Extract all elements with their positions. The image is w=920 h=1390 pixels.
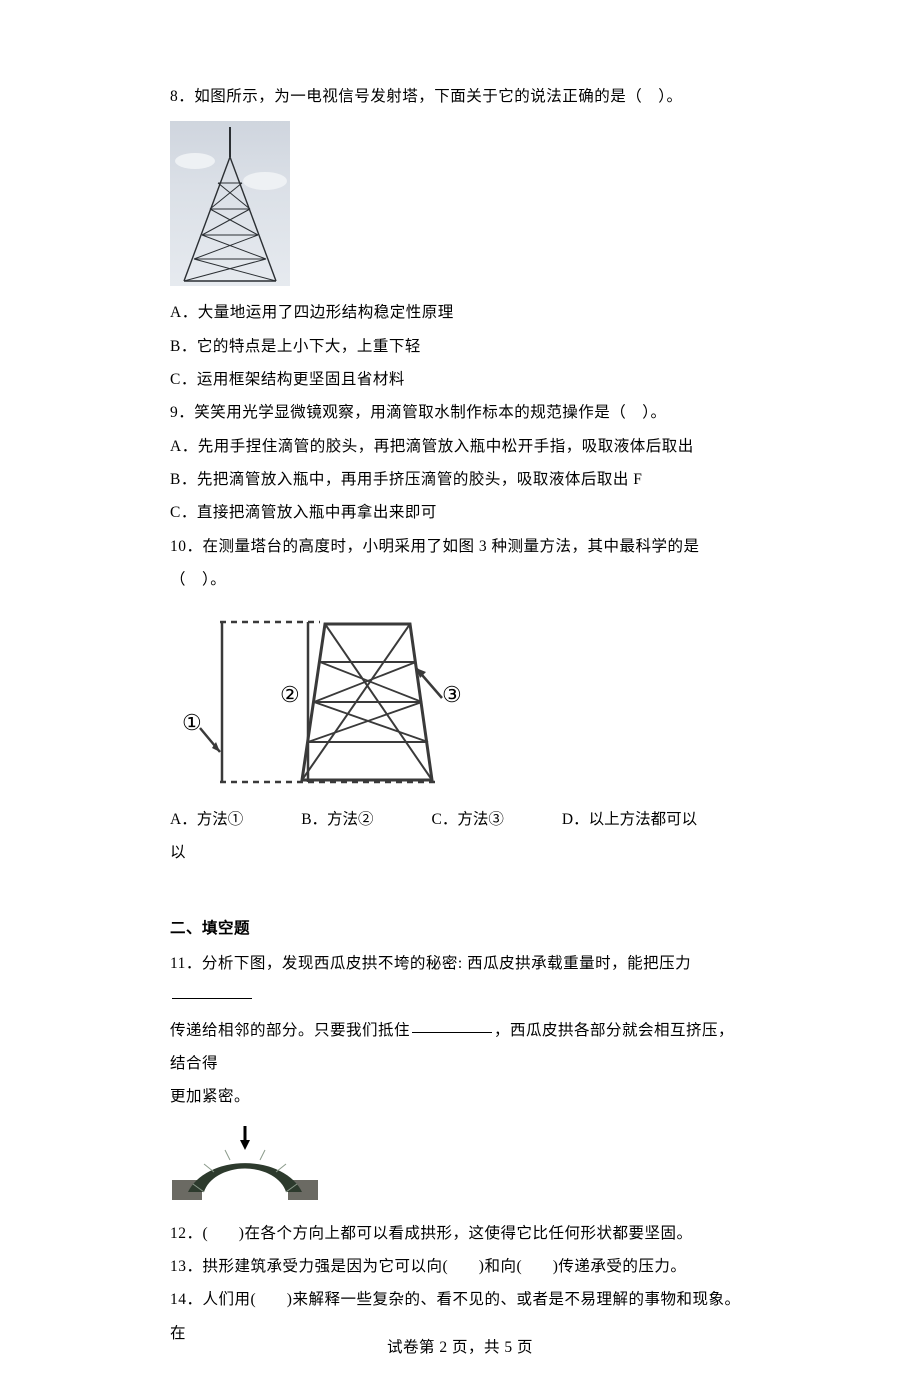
q8-option-c: C．运用框架结构更坚固且省材料: [170, 363, 750, 396]
q13-p2: )和向(: [479, 1258, 522, 1275]
section-2-title: 二、填空题: [170, 912, 750, 945]
svg-text:①: ①: [182, 710, 202, 735]
q12-after: )在各个方向上都可以看成拱形，这使得它比任何形状都要坚固。: [239, 1225, 693, 1242]
q9-option-b: B．先把滴管放入瓶中，再用手挤压滴管的胶头，吸取液体后取出 F: [170, 463, 750, 496]
q12-before: 12．(: [170, 1225, 208, 1242]
q13: 13．拱形建筑承受力强是因为它可以向( )和向( )传递承受的压力。: [170, 1250, 750, 1283]
q10-option-b: B．方法②: [301, 803, 373, 836]
q11-line1-text: 11．分析下图，发现西瓜皮拱不垮的秘密: 西瓜皮拱承载重量时，能把压力: [170, 955, 691, 972]
q9-option-a: A．先用手捏住滴管的胶头，再把滴管放入瓶中松开手指，吸取液体后取出: [170, 430, 750, 463]
fill-blank[interactable]: [412, 1017, 492, 1033]
q11-arch-image: [170, 1122, 320, 1207]
q10-option-d: D．以上方法都可以: [562, 803, 697, 836]
svg-text:③: ③: [442, 682, 462, 707]
q14-p1: 14．人们用(: [170, 1291, 256, 1308]
exam-page: 8．如图所示，为一电视信号发射塔，下面关于它的说法正确的是（ ）。: [0, 0, 920, 1390]
q10-option-d-wrap: 以: [170, 836, 750, 869]
q9-option-c: C．直接把滴管放入瓶中再拿出来即可: [170, 496, 750, 529]
q11-line2: 传递给相邻的部分。只要我们抵住，西瓜皮拱各部分就会相互挤压，结合得: [170, 1014, 750, 1081]
q11-line3: 更加紧密。: [170, 1080, 750, 1113]
q12: 12．( )在各个方向上都可以看成拱形，这使得它比任何形状都要坚固。: [170, 1217, 750, 1250]
fill-blank[interactable]: [172, 984, 252, 1000]
q11-line2-before: 传递给相邻的部分。只要我们抵住: [170, 1022, 410, 1039]
q10-diagram: ① ② ③: [170, 602, 475, 797]
q13-p1: 13．拱形建筑承受力强是因为它可以向(: [170, 1258, 448, 1275]
q13-p3: )传递承受的压力。: [553, 1258, 687, 1275]
q8-stem: 8．如图所示，为一电视信号发射塔，下面关于它的说法正确的是（ ）。: [170, 80, 750, 113]
q8-option-b: B．它的特点是上小下大，上重下轻: [170, 330, 750, 363]
q10-option-a: A．方法①: [170, 803, 243, 836]
q10-stem: 10．在测量塔台的高度时，小明采用了如图 3 种测量方法，其中最科学的是（ ）。: [170, 530, 750, 597]
q8-tower-image: [170, 121, 290, 286]
q9-stem: 9．笑笑用光学显微镜观察，用滴管取水制作标本的规范操作是（ ）。: [170, 396, 750, 429]
q11-line1: 11．分析下图，发现西瓜皮拱不垮的秘密: 西瓜皮拱承载重量时，能把压力: [170, 947, 750, 1014]
svg-text:②: ②: [280, 682, 300, 707]
q10-option-c: C．方法③: [432, 803, 504, 836]
page-footer: 试卷第 2 页，共 5 页: [0, 1331, 920, 1364]
q10-options: A．方法① B．方法② C．方法③ D．以上方法都可以: [170, 803, 750, 836]
q8-option-a: A．大量地运用了四边形结构稳定性原理: [170, 296, 750, 329]
